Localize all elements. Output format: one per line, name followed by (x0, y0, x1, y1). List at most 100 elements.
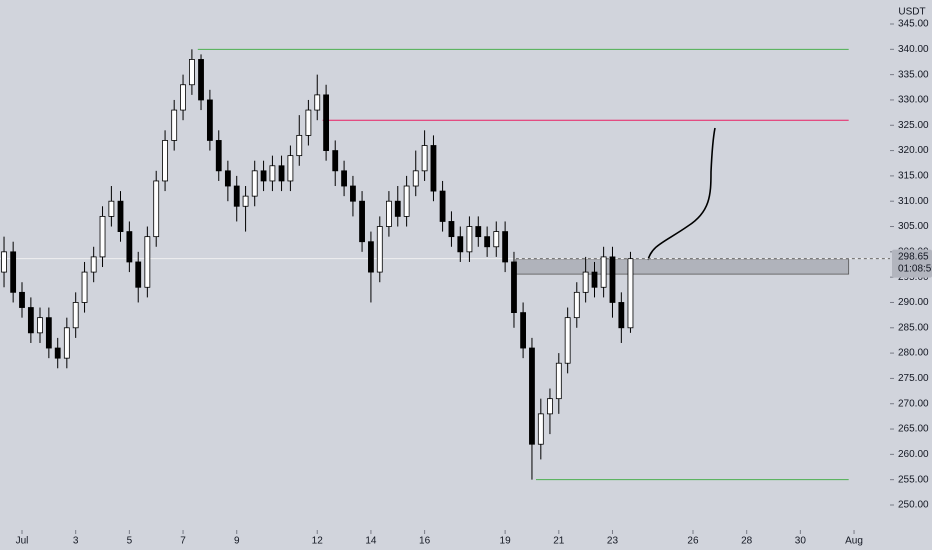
candle-body (332, 150, 339, 172)
candle-body (403, 185, 410, 217)
candle-body (350, 185, 356, 202)
candle-body (502, 231, 509, 263)
candle-body (233, 185, 240, 207)
candle-body (430, 145, 437, 192)
candle-body (180, 84, 186, 111)
candle-body (251, 170, 258, 197)
candle-body (457, 236, 464, 253)
candle-body (126, 231, 133, 263)
y-tick-label: 315.00 (898, 171, 929, 182)
candle-body (278, 165, 285, 182)
y-tick-label: 285.00 (898, 322, 929, 333)
candle-body (215, 140, 222, 172)
candle-body (448, 221, 455, 238)
y-tick-label: 320.00 (898, 145, 929, 156)
x-tick-label: 19 (500, 536, 512, 547)
candle-body (609, 256, 616, 303)
drawn-projection (647, 127, 716, 261)
y-tick-label: 265.00 (898, 424, 929, 435)
candle-body (162, 140, 168, 182)
supply-zone (515, 258, 850, 275)
candle-body (359, 200, 365, 243)
candle-body (108, 200, 115, 217)
y-tick-label: 305.00 (898, 221, 929, 232)
candle-body (19, 291, 25, 308)
candle-body (618, 302, 625, 329)
price-tag-countdown: 01:08:59 (898, 263, 932, 274)
candle-body (81, 271, 88, 303)
x-tick-label: 23 (607, 536, 619, 547)
candle-body (63, 327, 70, 359)
candle-body (394, 200, 401, 217)
candle-body (189, 59, 195, 86)
candle-body (627, 258, 634, 329)
candle-body (45, 317, 52, 349)
candle-body (529, 347, 535, 445)
candle-body (287, 155, 294, 182)
x-tick-label: 28 (741, 536, 753, 547)
candle-body (582, 271, 589, 293)
y-tick-label: 275.00 (898, 373, 929, 384)
candle-body (296, 134, 303, 157)
candle-body (314, 94, 321, 111)
candle-body (269, 165, 276, 182)
x-tick-label: 12 (312, 536, 324, 547)
y-tick-label: 250.00 (898, 500, 929, 511)
candle-body (135, 261, 142, 288)
y-tick-label: 335.00 (898, 69, 929, 80)
y-tick-label: 310.00 (898, 196, 929, 207)
x-tick-label: 7 (180, 536, 186, 547)
candle-body (421, 145, 428, 172)
candle-body (475, 226, 482, 238)
candle-body (224, 170, 231, 187)
x-tick-label: 14 (365, 536, 377, 547)
candle-body (537, 413, 544, 445)
x-tick-label: 21 (553, 536, 565, 547)
x-tick-label: 26 (687, 536, 699, 547)
candle-body (260, 170, 267, 182)
candle-body (555, 362, 562, 400)
candle-body (37, 317, 43, 334)
candle-body (376, 226, 383, 273)
y-tick-label: 340.00 (898, 44, 929, 55)
candle-body (1, 251, 7, 273)
x-tick-label: 5 (127, 536, 133, 547)
y-tick-label: 290.00 (898, 297, 929, 308)
x-tick-label: Aug (845, 536, 863, 547)
x-tick-label: 16 (419, 536, 431, 547)
candle-body (511, 261, 517, 313)
candle-body (10, 251, 17, 293)
candle-body (520, 312, 527, 349)
x-tick-label: 30 (795, 536, 807, 547)
candle-body (153, 180, 160, 238)
candle-body (368, 241, 374, 273)
candle-body (573, 291, 580, 319)
candle-body (564, 317, 571, 364)
candle-body (54, 347, 61, 359)
candle-body (439, 190, 446, 222)
candle-body (305, 109, 312, 136)
candle-body (341, 170, 347, 187)
candle-body (591, 271, 598, 288)
candle-body (171, 109, 178, 141)
y-tick-label: 325.00 (898, 120, 929, 131)
y-tick-label: 255.00 (898, 474, 929, 485)
candle-body (466, 226, 473, 253)
x-tick-label: 9 (234, 536, 240, 547)
price-tag-value: 298.65 (898, 251, 929, 262)
y-tick-label: 270.00 (898, 398, 929, 409)
candle-body (493, 231, 500, 248)
candle-body (600, 256, 607, 288)
candle-body (484, 236, 491, 248)
candle-body (323, 94, 330, 151)
candle-body (412, 170, 419, 187)
candle-body (90, 256, 97, 273)
price-tag (892, 249, 932, 278)
candle-body (386, 200, 392, 227)
candle-body (198, 59, 204, 101)
y-tick-label: 330.00 (898, 95, 929, 106)
candle-body (242, 195, 249, 207)
